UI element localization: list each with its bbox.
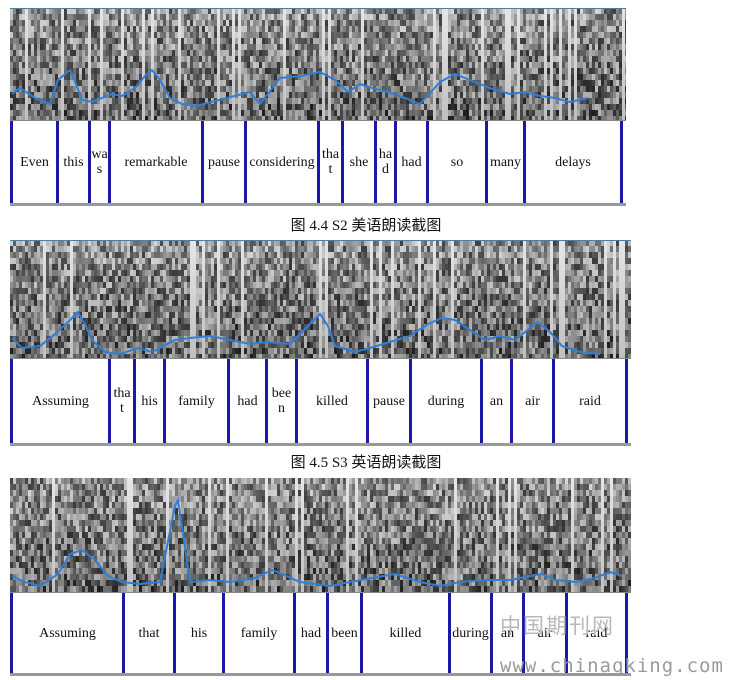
boundary-line bbox=[227, 359, 230, 443]
word-label: Even bbox=[20, 154, 49, 170]
boundary-line bbox=[108, 359, 111, 443]
figure-caption: 图 4.4 S2 美语朗读截图 bbox=[290, 218, 442, 234]
word-label: had bbox=[401, 154, 422, 170]
word-label: killed bbox=[389, 625, 422, 641]
boundary-line bbox=[625, 359, 628, 443]
boundary-line bbox=[522, 593, 525, 673]
boundary-line bbox=[293, 593, 296, 673]
boundary-line bbox=[122, 593, 125, 673]
boundary-line bbox=[10, 121, 13, 203]
word-label: an bbox=[489, 393, 504, 409]
boundary-line bbox=[480, 359, 483, 443]
spectrogram bbox=[10, 240, 631, 358]
word-label: many bbox=[489, 154, 522, 170]
word-label: raid bbox=[585, 625, 608, 641]
spectrogram-canvas bbox=[10, 478, 631, 592]
word-label: considering bbox=[249, 154, 315, 170]
word-label: delays bbox=[555, 154, 591, 170]
boundary-line bbox=[552, 359, 555, 443]
pitch-contour bbox=[11, 310, 601, 356]
spectrogram-canvas bbox=[10, 240, 631, 358]
word-label: air bbox=[537, 625, 553, 641]
word-label: Assuming bbox=[39, 625, 96, 641]
boundary-line bbox=[56, 121, 59, 203]
word-label: family bbox=[178, 393, 215, 409]
boundary-line bbox=[485, 121, 488, 203]
boundary-line bbox=[295, 359, 298, 443]
word-label: raid bbox=[579, 393, 601, 409]
boundary-line bbox=[360, 593, 363, 673]
boundary-line bbox=[133, 359, 136, 443]
word-label: wa s bbox=[91, 147, 108, 177]
boundary-line bbox=[426, 121, 429, 203]
boundary-line bbox=[317, 121, 320, 203]
boundary-line bbox=[565, 593, 568, 673]
spectrogram-canvas bbox=[10, 8, 626, 120]
boundary-line bbox=[201, 121, 204, 203]
word-label: killed bbox=[316, 393, 348, 409]
boundary-line bbox=[10, 593, 13, 673]
word-label: so bbox=[450, 154, 464, 170]
word-label: been bbox=[331, 625, 358, 641]
boundary-line bbox=[394, 121, 397, 203]
watermark-url: www.chinaqking.com bbox=[500, 655, 724, 677]
word-label: had bbox=[300, 625, 322, 641]
word-tier: Assuming tha t his family had bee n killed pause d… bbox=[10, 358, 631, 446]
word-tier: Even this wa s remarkable pause considering tha… bbox=[10, 120, 626, 206]
spectrogram bbox=[10, 478, 631, 592]
boundary-line bbox=[265, 359, 268, 443]
boundary-line bbox=[366, 359, 369, 443]
boundary-line bbox=[409, 359, 412, 443]
boundary-line bbox=[374, 121, 377, 203]
word-label: that bbox=[138, 625, 160, 641]
spectrogram bbox=[10, 8, 626, 120]
word-label: an bbox=[500, 625, 515, 641]
word-label: pause bbox=[208, 154, 240, 170]
word-label: she bbox=[349, 154, 369, 170]
boundary-line bbox=[163, 359, 166, 443]
boundary-line bbox=[222, 593, 225, 673]
word-label: during bbox=[452, 625, 489, 641]
boundary-line bbox=[620, 121, 623, 203]
pitch-contour bbox=[11, 496, 623, 588]
word-label: family bbox=[240, 625, 278, 641]
boundary-line bbox=[448, 593, 451, 673]
boundary-line bbox=[108, 121, 111, 203]
figure-caption: 图 4.5 S3 英语朗读截图 bbox=[290, 455, 442, 471]
boundary-line bbox=[523, 121, 526, 203]
boundary-line bbox=[10, 359, 13, 443]
word-label: during bbox=[427, 393, 465, 409]
word-label: his bbox=[141, 393, 158, 409]
word-tier: Assuming that his family had been killed during… bbox=[10, 592, 631, 676]
word-label: pause bbox=[373, 393, 405, 409]
boundary-line bbox=[341, 121, 344, 203]
boundary-line bbox=[490, 593, 493, 673]
pitch-contour bbox=[11, 68, 589, 108]
boundary-line bbox=[326, 593, 329, 673]
boundary-line bbox=[625, 593, 628, 673]
word-label: had bbox=[237, 393, 258, 409]
word-label: air bbox=[525, 393, 540, 409]
boundary-line bbox=[244, 121, 247, 203]
boundary-line bbox=[173, 593, 176, 673]
word-label: Assuming bbox=[32, 393, 89, 409]
boundary-line bbox=[510, 359, 513, 443]
word-label: this bbox=[63, 154, 84, 170]
boundary-line bbox=[88, 121, 91, 203]
word-label: remarkable bbox=[124, 154, 188, 170]
word-label: his bbox=[190, 625, 208, 641]
watermark-logo-text: 中国期刊网 bbox=[500, 614, 615, 638]
